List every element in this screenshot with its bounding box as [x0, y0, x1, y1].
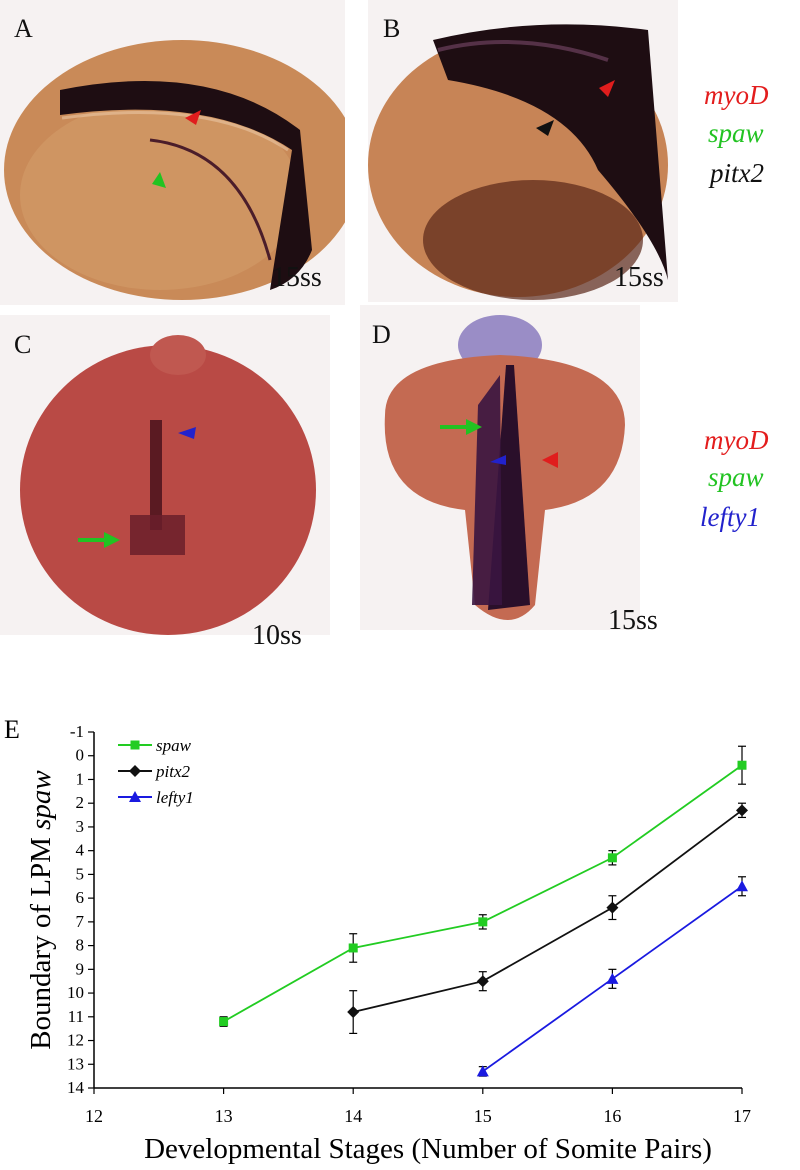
y-tick-label: 6 [76, 888, 85, 907]
x-tick-label: 15 [474, 1106, 492, 1126]
embryo-panel-c [0, 315, 330, 635]
legend-label-spaw: spaw [156, 736, 192, 755]
red-arrowhead [542, 452, 558, 468]
y-tick-label: 10 [67, 983, 84, 1002]
data-point-lefty1 [606, 972, 619, 984]
x-tick-label: 17 [733, 1106, 751, 1126]
legend-bottom-lefty1: lefty1 [700, 502, 760, 532]
data-point-lefty1 [736, 880, 748, 892]
x-axis-title: Developmental Stages (Number of Somite P… [144, 1133, 712, 1165]
data-point-pitx2 [129, 765, 141, 777]
legend-bottom-myoD: myoD [704, 425, 769, 455]
blue-arrowhead [178, 427, 196, 439]
stage-label-a: 15ss [272, 262, 322, 293]
panel-letter-c: C [14, 330, 32, 359]
x-tick-label: 12 [85, 1106, 103, 1126]
data-point-spaw [737, 760, 747, 770]
data-point-lefty1 [476, 1065, 489, 1077]
y-tick-label: 12 [67, 1031, 84, 1050]
panel-letter-b: B [383, 14, 401, 43]
y-tick-label: 14 [67, 1078, 85, 1097]
panel-letter-d: D [372, 320, 391, 349]
black-arrowhead [536, 120, 554, 136]
y-tick-label: -1 [70, 722, 84, 741]
series-line-pitx2 [352, 809, 743, 1013]
legend-label-lefty1: lefty1 [156, 788, 194, 807]
blue-arrowhead [490, 455, 506, 465]
red-arrowhead [599, 80, 615, 97]
y-tick-label: 0 [76, 746, 85, 765]
red-arrowhead [185, 110, 201, 125]
data-point-spaw [219, 1017, 229, 1027]
data-point-pitx2 [476, 975, 489, 988]
y-tick-label: 3 [76, 817, 85, 836]
data-point-pitx2 [606, 901, 619, 914]
data-point-pitx2 [347, 1006, 360, 1019]
y-tick-label: 9 [76, 959, 85, 978]
legend-label-pitx2: pitx2 [155, 762, 190, 781]
y-tick-label: 13 [67, 1054, 84, 1073]
stage-label-b: 15ss [614, 262, 664, 293]
data-point-spaw [478, 917, 488, 927]
panel-letter-e: E [4, 715, 20, 744]
green-arrowhead [152, 172, 166, 188]
data-point-pitx2 [736, 804, 748, 817]
data-point-spaw [130, 740, 140, 750]
embryo-panel-b [368, 0, 678, 302]
panel-letter-a: A [14, 14, 33, 43]
y-tick-label: 4 [76, 841, 85, 860]
y-tick-label: 7 [76, 912, 85, 931]
y-tick-label: 1 [76, 769, 85, 788]
y-tick-label: 11 [68, 1007, 84, 1026]
x-tick-label: 13 [215, 1106, 233, 1126]
embryo-panel-a [0, 0, 345, 305]
legend-top-pitx2: pitx2 [710, 158, 764, 188]
y-tick-label: 8 [76, 936, 85, 955]
y-tick-label: 5 [76, 864, 85, 883]
x-tick-label: 14 [344, 1106, 362, 1126]
legend-bottom-spaw: spaw [708, 462, 764, 492]
y-tick-label: 2 [76, 793, 85, 812]
y-axis-title: Boundary of LPM spaw [25, 770, 57, 1050]
embryo-panel-d [360, 305, 640, 630]
stage-label-d: 15ss [608, 605, 658, 636]
legend-top-myoD: myoD [704, 80, 769, 110]
data-point-spaw [348, 943, 358, 953]
stage-label-c: 10ss [252, 620, 302, 651]
data-point-lefty1 [129, 791, 141, 802]
legend-top-spaw: spaw [708, 118, 764, 148]
data-point-spaw [607, 853, 617, 863]
x-tick-label: 16 [603, 1106, 621, 1126]
